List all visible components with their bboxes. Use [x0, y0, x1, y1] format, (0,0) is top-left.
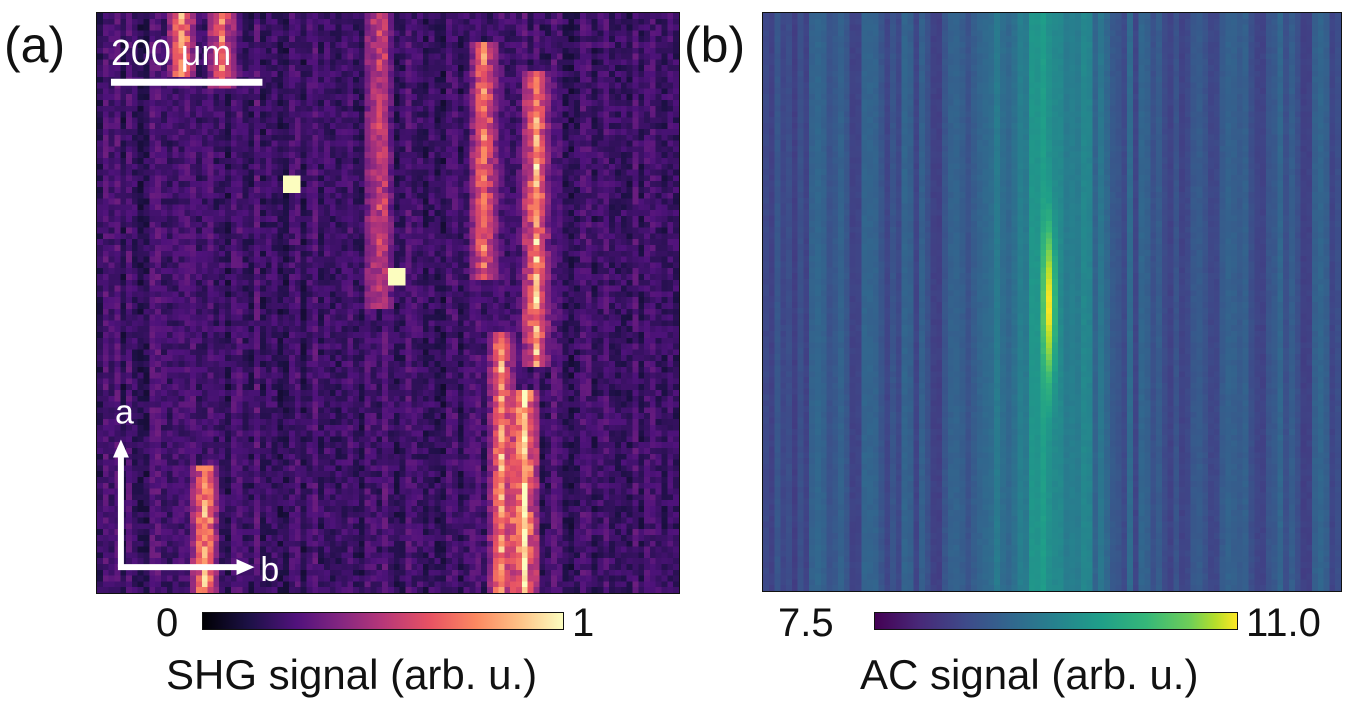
shg-colorbar-label: SHG signal (arb. u.)	[166, 651, 538, 698]
scale-bar-label: 200 μm	[111, 33, 231, 73]
ac-heatmap-image	[763, 13, 1341, 591]
ac-colorbar	[874, 612, 1238, 630]
shg-colorbar-min: 0	[156, 601, 179, 645]
scale-bar	[110, 78, 263, 86]
ac-colorbar-label: AC signal (arb. u.)	[860, 651, 1199, 698]
ac-colorbar-max: 11.0	[1246, 601, 1321, 645]
ac-heatmap	[762, 12, 1342, 592]
axis-arrow-b-label: b	[260, 551, 279, 589]
shg-colorbar-max: 1	[572, 601, 595, 645]
axis-arrow-a-head	[112, 439, 129, 458]
shg-colorbar	[202, 612, 564, 630]
ac-colorbar-min: 7.5	[778, 601, 834, 645]
shg-overlay: 200 μm a b	[110, 33, 279, 589]
panel-label-b: (b)	[684, 17, 746, 73]
axis-arrow-a-label: a	[115, 394, 134, 432]
axis-arrow-b-head	[236, 559, 255, 576]
panel-label-a: (a)	[4, 17, 66, 73]
shg-heatmap-image	[97, 13, 679, 593]
shg-heatmap: 200 μm a b	[96, 12, 680, 594]
